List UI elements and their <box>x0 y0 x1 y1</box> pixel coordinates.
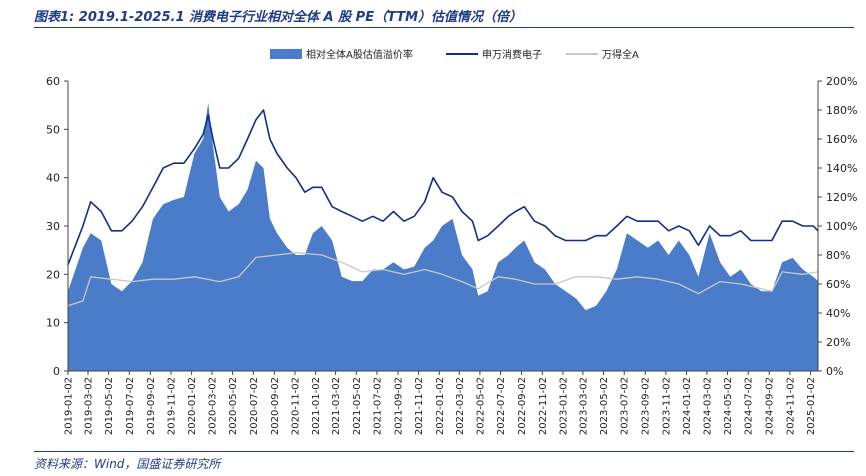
x-tick-label: 2022-03-02 <box>455 377 466 435</box>
x-tick-label: 2024-05-02 <box>723 377 734 435</box>
x-tick-label: 2023-07-02 <box>620 377 631 435</box>
x-tick-label: 2022-01-02 <box>435 377 446 435</box>
x-tick-label: 2021-07-02 <box>372 377 383 435</box>
x-tick-label: 2019-07-02 <box>125 377 136 435</box>
premium-area-layer <box>68 102 818 372</box>
y-left-tick-label: 20 <box>46 268 60 281</box>
y-right-tick-label: 100% <box>826 220 857 233</box>
x-tick-label: 2021-11-02 <box>414 377 425 435</box>
wande-all-a-line <box>67 251 819 307</box>
y-left-tick-label: 40 <box>46 172 60 185</box>
x-tick-label: 2020-01-02 <box>187 377 198 435</box>
x-tick-label: 2023-01-02 <box>558 377 569 435</box>
y-right-tick-label: 60% <box>826 278 850 291</box>
x-tick-label: 2021-01-02 <box>311 377 322 435</box>
x-tick-label: 2024-11-02 <box>785 377 796 435</box>
y-right-tick-label: 0% <box>826 365 843 378</box>
x-tick-label: 2023-05-02 <box>599 377 610 435</box>
figure-title: 图表1: 2019.1-2025.1 消费电子行业相对全体 A 股 PE（TTM… <box>34 10 523 25</box>
x-tick-label: 2019-11-02 <box>167 377 178 435</box>
y-right-tick-label: 120% <box>826 191 857 204</box>
legend-swatch-premium <box>270 49 302 59</box>
y-right-tick-label: 20% <box>826 336 850 349</box>
y-right-tick-label: 200% <box>826 75 857 88</box>
x-tick-label: 2019-03-02 <box>84 377 95 435</box>
x-tick-label: 2022-05-02 <box>475 377 486 435</box>
x-tick-label: 2024-03-02 <box>702 377 713 435</box>
y-right-tick-label: 80% <box>826 249 850 262</box>
x-tick-label: 2024-01-02 <box>682 377 693 435</box>
y-right-tick-label: 160% <box>826 133 857 146</box>
legend: 相对全体A股估值溢价率 申万消费电子 万得全A <box>270 48 639 61</box>
x-tick-label: 2021-05-02 <box>352 377 363 435</box>
x-tick-label: 2019-05-02 <box>104 377 115 435</box>
y-left-tick-label: 10 <box>46 317 60 330</box>
x-tick-label: 2019-01-02 <box>64 377 75 435</box>
x-tick-label: 2020-09-02 <box>270 377 281 435</box>
line-layer <box>67 109 819 307</box>
y-left-tick-label: 60 <box>46 75 60 88</box>
x-tick-label: 2020-11-02 <box>291 377 302 435</box>
x-tick-label: 2020-05-02 <box>228 377 239 435</box>
source-note: 资料来源：Wind，国盛证券研究所 <box>34 457 221 471</box>
y-right-tick-label: 140% <box>826 162 857 175</box>
x-tick-label: 2021-03-02 <box>331 377 342 435</box>
legend-label: 申万消费电子 <box>482 48 542 61</box>
x-tick-label: 2023-09-02 <box>641 377 652 435</box>
y-left-tick-label: 50 <box>46 123 60 136</box>
y-right-tick-label: 180% <box>826 104 857 117</box>
x-tick-label: 2021-09-02 <box>393 377 404 435</box>
y-right-tick-label: 40% <box>826 307 850 320</box>
x-tick-label: 2022-09-02 <box>517 377 528 435</box>
premium-area-series <box>68 102 818 372</box>
x-tick-label: 2022-07-02 <box>496 377 507 435</box>
x-tick-label: 2023-03-02 <box>578 377 589 435</box>
source-divider <box>34 451 854 452</box>
x-tick-label: 2024-07-02 <box>744 377 755 435</box>
legend-label: 相对全体A股估值溢价率 <box>306 48 413 61</box>
x-tick-label: 2025-01-02 <box>806 377 817 435</box>
axes: 0 10 20 30 40 50 60 0% 20% 40% 60% 80% 100% 120% 140% 1… <box>46 75 857 435</box>
title-divider <box>34 27 854 28</box>
x-tick-label: 2019-09-02 <box>146 377 157 435</box>
y-left-tick-label: 30 <box>46 220 60 233</box>
x-tick-label: 2022-11-02 <box>538 377 549 435</box>
y-left-tick-label: 0 <box>53 365 60 378</box>
x-tick-label: 2024-09-02 <box>765 377 776 435</box>
legend-label: 万得全A <box>602 48 639 61</box>
consumer-electronics-line <box>67 109 819 265</box>
x-tick-label: 2020-03-02 <box>208 377 219 435</box>
x-tick-label: 2020-07-02 <box>249 377 260 435</box>
x-tick-label: 2023-11-02 <box>661 377 672 435</box>
